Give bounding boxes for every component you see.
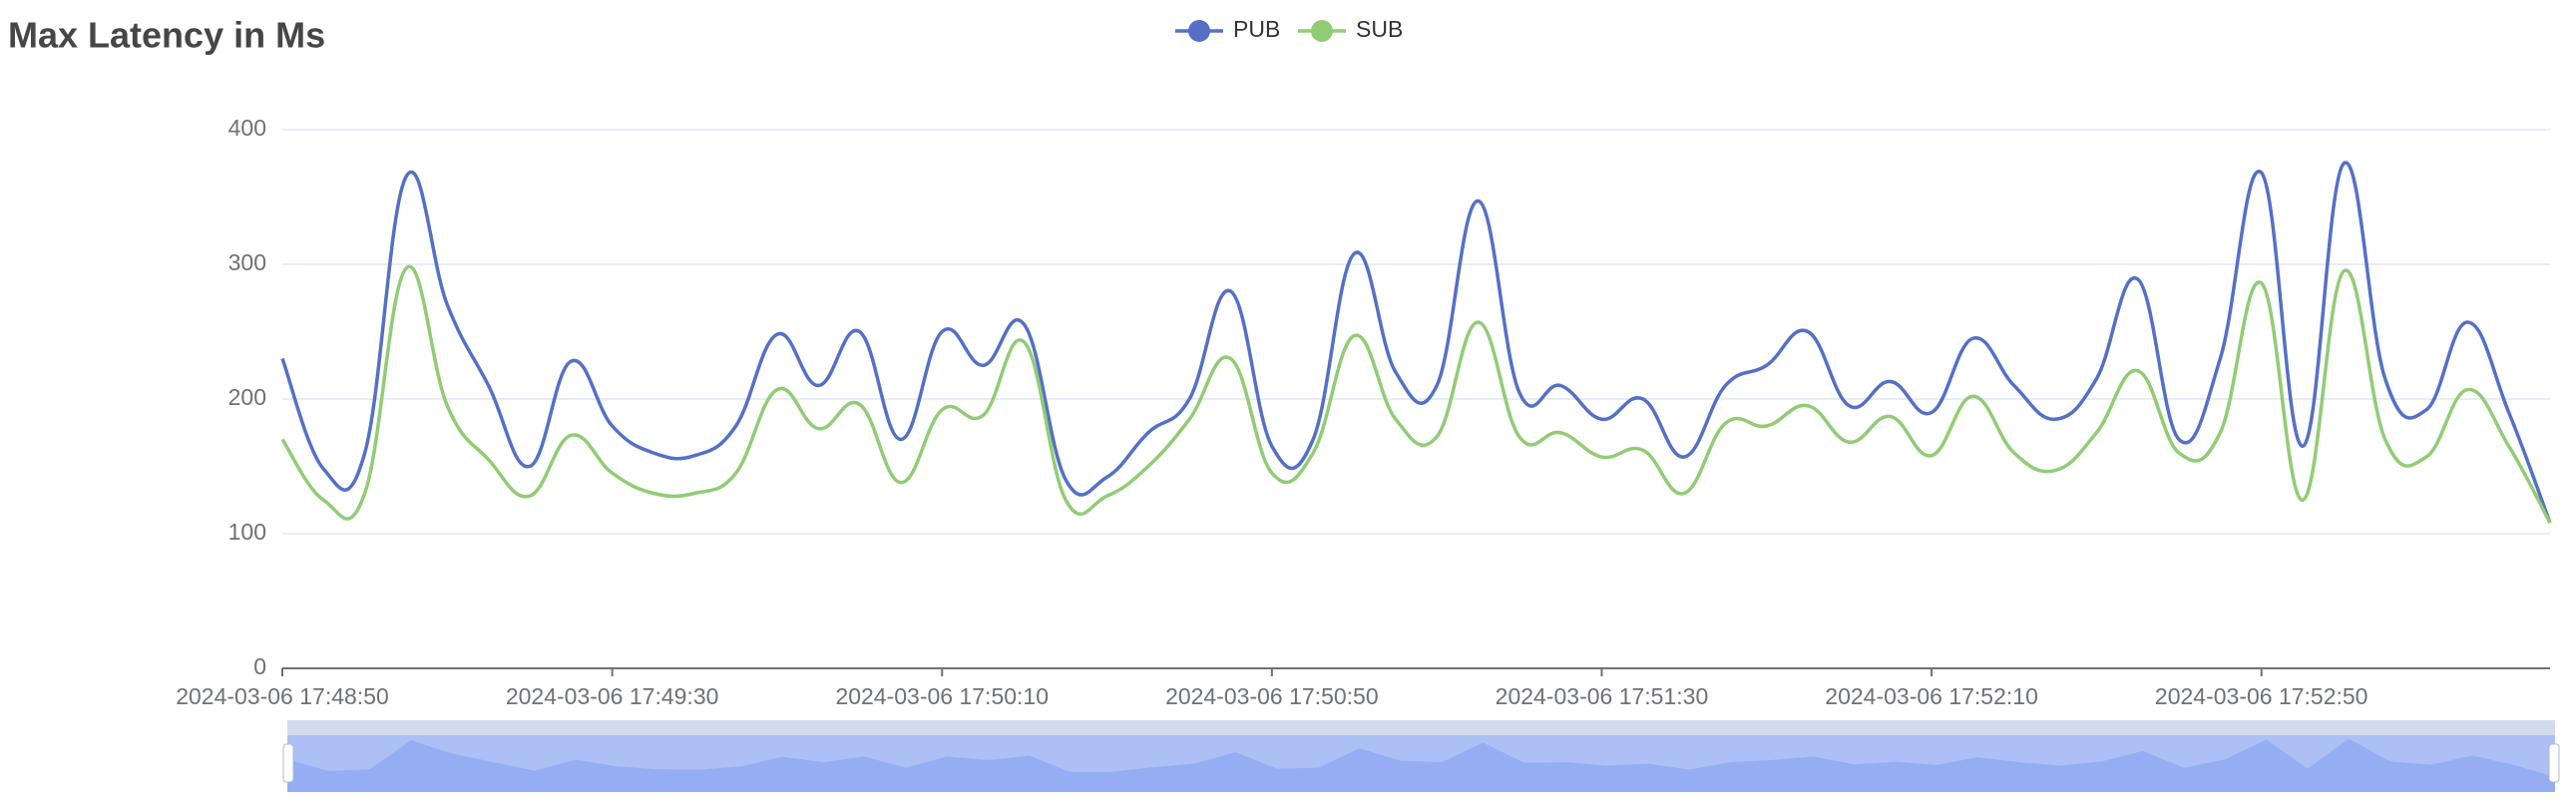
legend-symbol: [1188, 20, 1210, 42]
x-tick-label: 2024-03-06 17:52:10: [1825, 683, 2038, 709]
x-tick-label: 2024-03-06 17:48:50: [176, 683, 389, 709]
line-series: [280, 161, 2552, 524]
x-tick-label: 2024-03-06 17:50:50: [1165, 683, 1379, 709]
x-tick-label: 2024-03-06 17:49:30: [506, 683, 719, 709]
legend-label: SUB: [1356, 16, 1403, 42]
data-zoom[interactable]: [282, 720, 2560, 792]
y-tick-label: 0: [253, 653, 266, 679]
zoom-handle[interactable]: [282, 743, 294, 783]
chart-title: Max Latency in Ms: [8, 15, 325, 56]
line-series: [280, 264, 2552, 525]
zoom-preview: [287, 738, 2555, 792]
x-tick-label: 2024-03-06 17:51:30: [1496, 683, 1709, 709]
x-tick-label: 2024-03-06 17:50:10: [835, 683, 1049, 709]
zoom-handle[interactable]: [2548, 743, 2560, 783]
x-tick-label: 2024-03-06 17:52:50: [2155, 683, 2368, 709]
legend-symbol: [1311, 20, 1333, 42]
y-tick-label: 300: [228, 249, 266, 275]
y-tick-label: 100: [228, 519, 266, 545]
y-tick-label: 400: [228, 115, 266, 141]
legend-label: PUB: [1233, 16, 1280, 42]
y-tick-label: 200: [228, 384, 266, 410]
